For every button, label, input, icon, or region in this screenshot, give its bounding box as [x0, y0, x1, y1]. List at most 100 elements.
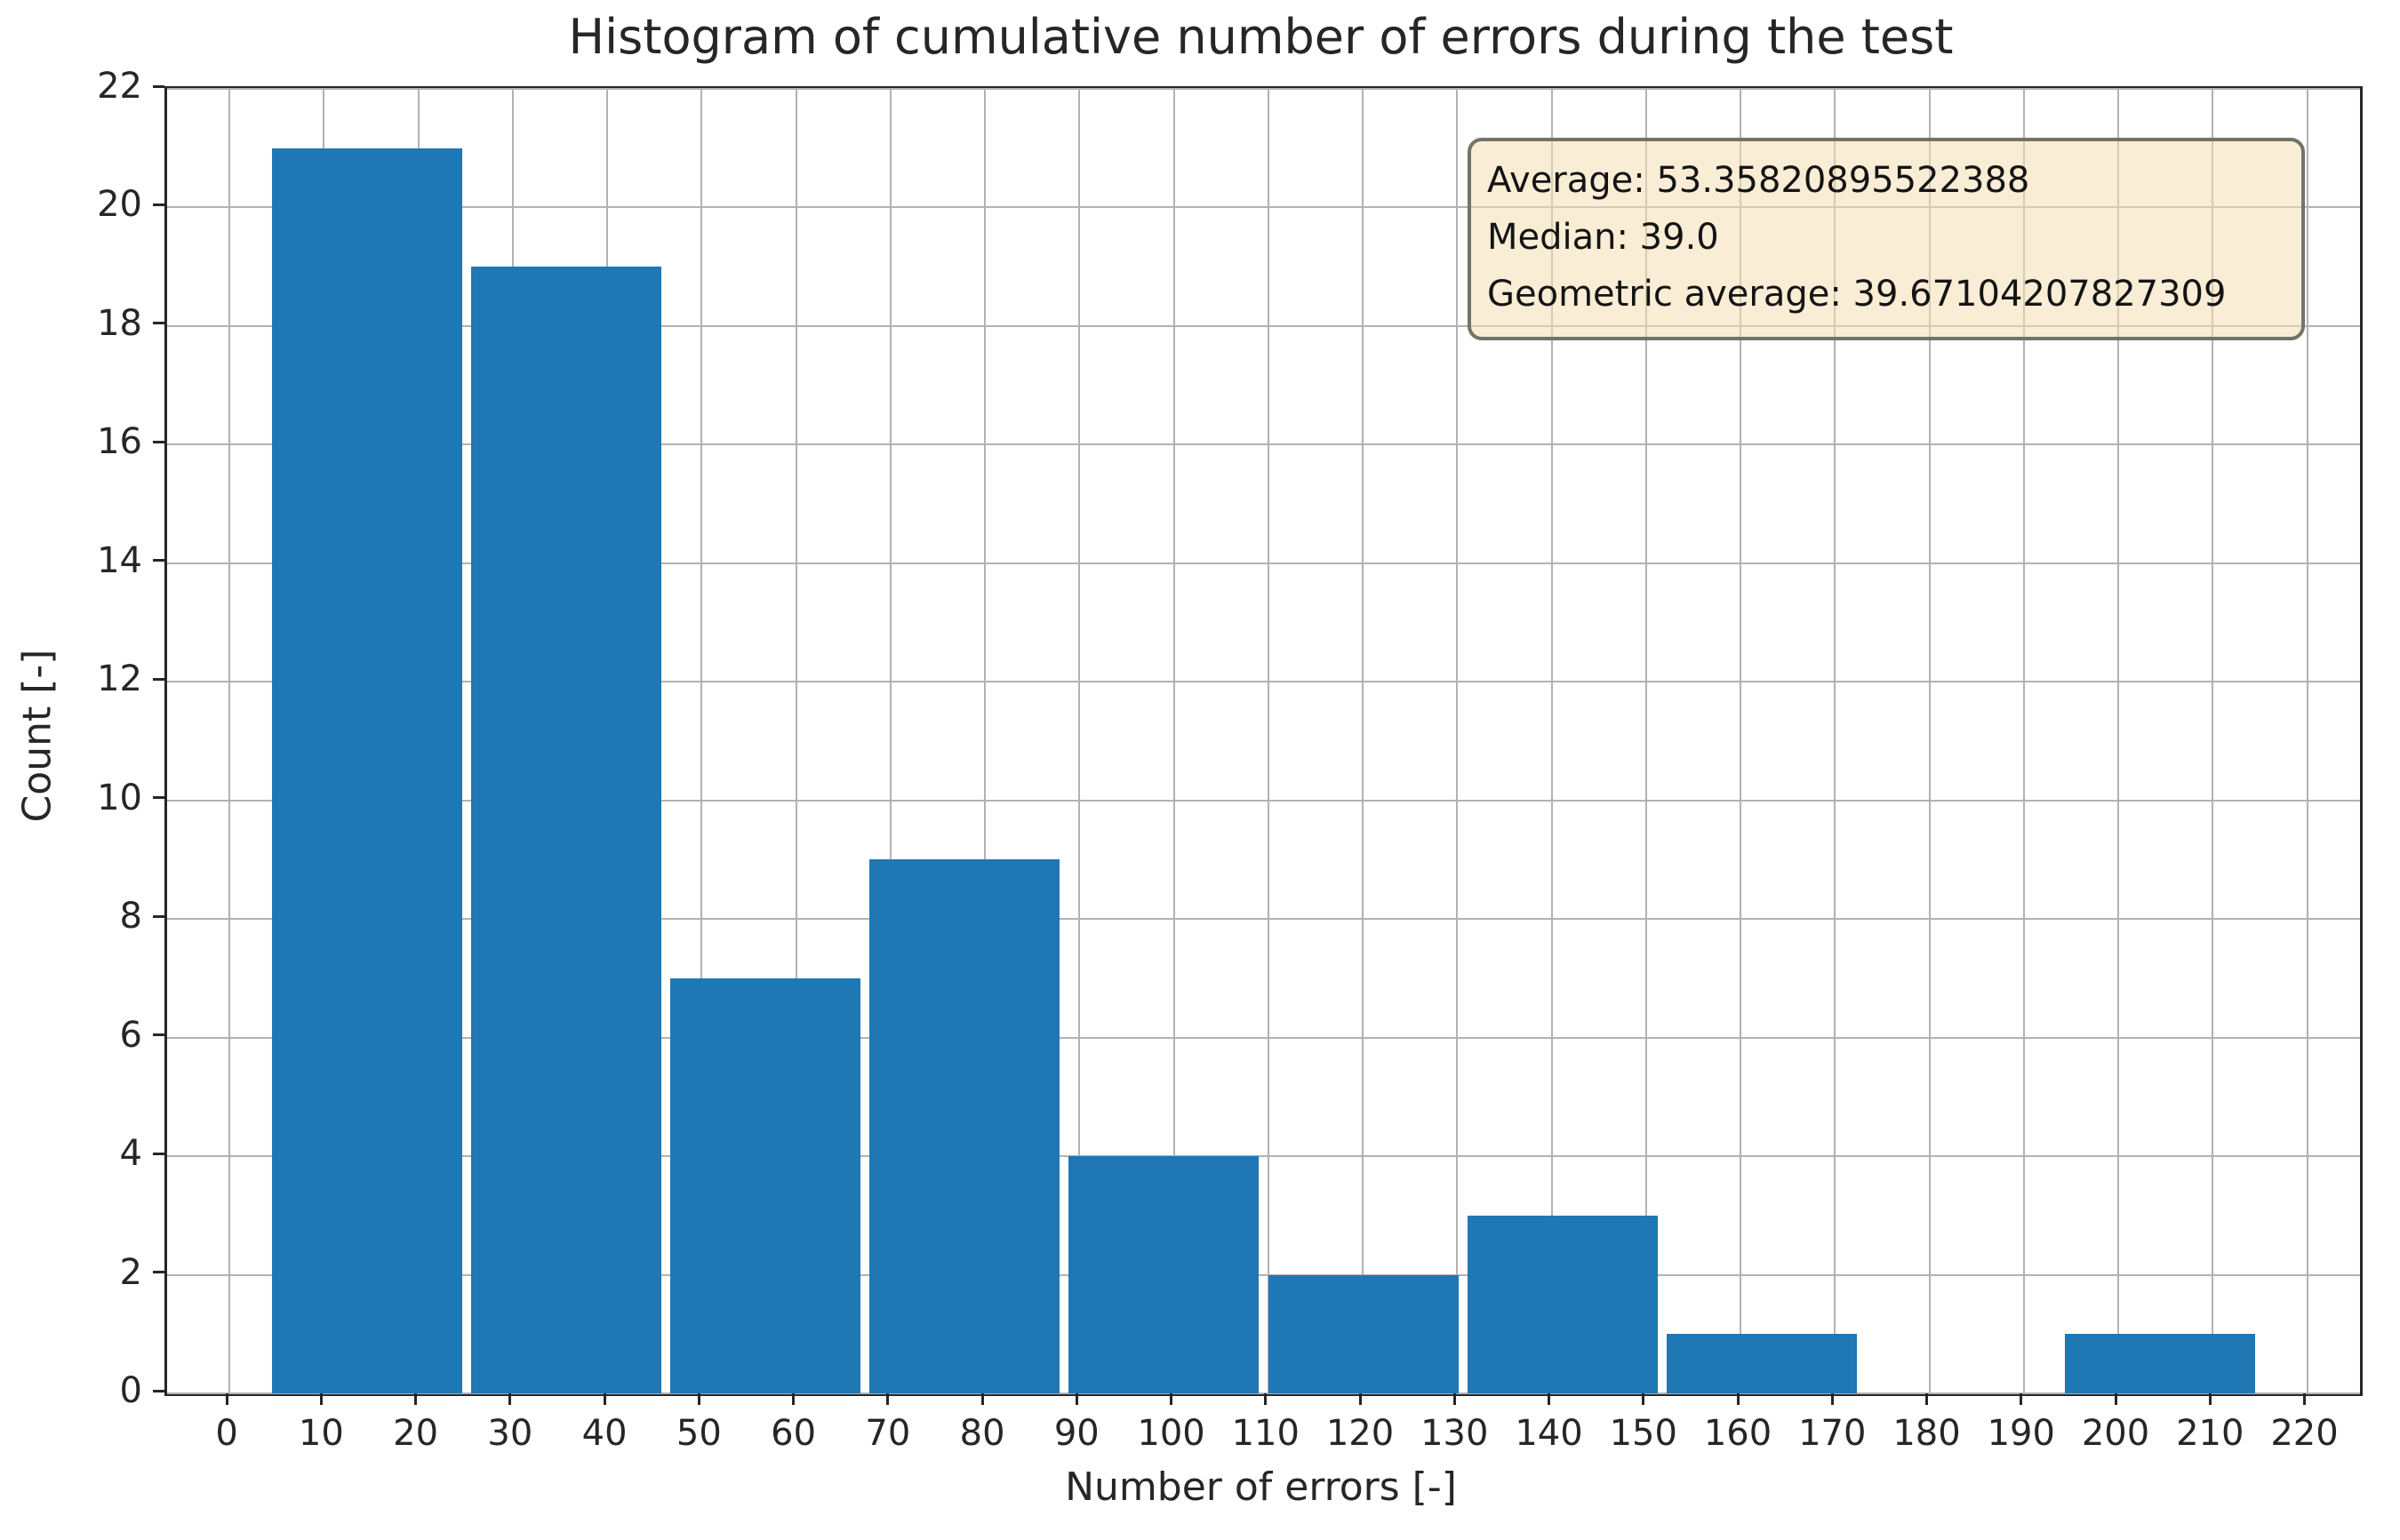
x-tick-label-60: 60 [771, 1413, 817, 1454]
x-tick-150 [1642, 1393, 1645, 1405]
x-tick-label-0: 0 [215, 1413, 238, 1454]
histogram-bar-bin-0 [271, 148, 462, 1393]
x-tick-label-80: 80 [959, 1413, 1005, 1454]
x-tick-label-120: 120 [1325, 1413, 1395, 1454]
y-tick-label-16: 16 [97, 421, 142, 463]
gridline-x-120 [1362, 89, 1364, 1393]
x-tick-100 [1170, 1393, 1173, 1405]
histogram-bar-bin-3 [869, 859, 1060, 1393]
gridline-y-12 [167, 681, 2360, 683]
y-tick-6 [153, 1033, 164, 1037]
y-tick-18 [153, 322, 164, 325]
y-tick-label-10: 10 [97, 777, 142, 818]
gridline-y-10 [167, 799, 2360, 802]
x-tick-160 [1736, 1393, 1740, 1405]
x-tick-label-170: 170 [1798, 1413, 1867, 1454]
x-tick-80 [980, 1393, 984, 1405]
y-tick-10 [153, 796, 164, 800]
x-tick-label-110: 110 [1231, 1413, 1300, 1454]
y-tick-2 [153, 1271, 164, 1274]
plot-area: Average: 53.35820895522388 Median: 39.0 … [164, 86, 2363, 1396]
gridline-y-4 [167, 1155, 2360, 1158]
gridline-x-160 [1740, 89, 1742, 1393]
gridline-x-0 [228, 89, 231, 1393]
gridline-y-0 [167, 1392, 2360, 1394]
y-tick-20 [153, 203, 164, 206]
x-tick-label-90: 90 [1053, 1413, 1100, 1454]
histogram-bar-bin-7 [1666, 1334, 1858, 1393]
histogram-bar-bin-6 [1467, 1215, 1658, 1393]
x-tick-210 [2208, 1393, 2212, 1405]
gridline-x-60 [795, 89, 797, 1393]
stats-line-average: Average: 53.35820895522388 [1487, 160, 2030, 201]
x-tick-190 [2020, 1393, 2023, 1405]
x-tick-40 [603, 1393, 606, 1405]
y-tick-0 [153, 1389, 164, 1392]
histogram-bar-bin-5 [1268, 1274, 1459, 1393]
x-tick-label-160: 160 [1703, 1413, 1772, 1454]
y-tick-label-20: 20 [97, 184, 142, 226]
x-tick-90 [1075, 1393, 1078, 1405]
gridline-x-210 [2212, 89, 2214, 1393]
gridline-y-8 [167, 918, 2360, 921]
gridline-x-140 [1550, 89, 1553, 1393]
gridline-x-80 [984, 89, 987, 1393]
histogram-bar-bin-4 [1068, 1156, 1260, 1393]
x-tick-label-130: 130 [1420, 1413, 1489, 1454]
x-tick-label-40: 40 [581, 1413, 628, 1454]
bars-layer [167, 89, 2360, 1393]
y-tick-label-0: 0 [119, 1370, 142, 1411]
x-tick-70 [886, 1393, 890, 1405]
x-tick-170 [1830, 1393, 1834, 1405]
x-tick-label-200: 200 [2081, 1413, 2150, 1454]
gridline-x-50 [700, 89, 703, 1393]
gridline-x-190 [2022, 89, 2025, 1393]
gridline-x-150 [1644, 89, 1647, 1393]
gridline-x-220 [2306, 89, 2308, 1393]
y-tick-22 [153, 84, 164, 88]
x-tick-label-150: 150 [1609, 1413, 1677, 1454]
y-tick-label-22: 22 [97, 66, 142, 107]
y-tick-8 [153, 914, 164, 918]
gridline-y-20 [167, 206, 2360, 209]
gridline-x-180 [1928, 89, 1931, 1393]
gridline-x-200 [2117, 89, 2119, 1393]
stats-line-median: Median: 39.0 [1487, 217, 1719, 258]
grid-layer [167, 88, 2360, 1394]
y-tick-16 [153, 440, 164, 443]
gridline-x-100 [1172, 89, 1175, 1393]
y-tick-4 [153, 1152, 164, 1155]
x-tick-label-50: 50 [676, 1413, 722, 1454]
x-tick-30 [508, 1393, 512, 1405]
x-axis-label: Number of errors [-] [1065, 1464, 1457, 1510]
x-tick-10 [319, 1393, 323, 1405]
x-tick-label-140: 140 [1515, 1413, 1583, 1454]
gridline-x-70 [889, 89, 892, 1393]
y-tick-label-14: 14 [97, 539, 142, 581]
gridline-x-170 [1834, 89, 1836, 1393]
y-tick-label-6: 6 [119, 1014, 142, 1056]
gridline-y-16 [167, 443, 2360, 446]
x-tick-label-100: 100 [1137, 1413, 1205, 1454]
y-tick-label-4: 4 [119, 1133, 142, 1175]
gridline-y-22 [167, 88, 2360, 90]
x-tick-0 [225, 1393, 228, 1405]
y-tick-label-12: 12 [97, 658, 142, 700]
x-tick-130 [1452, 1393, 1456, 1405]
y-tick-label-18: 18 [97, 302, 142, 344]
histogram-bar-bin-1 [470, 267, 661, 1393]
gridline-y-6 [167, 1036, 2360, 1039]
stats-box: Average: 53.35820895522388 Median: 39.0 … [1468, 138, 2305, 340]
x-tick-180 [1925, 1393, 1929, 1405]
x-tick-label-70: 70 [865, 1413, 911, 1454]
x-tick-60 [792, 1393, 796, 1405]
x-tick-50 [697, 1393, 700, 1405]
x-tick-110 [1264, 1393, 1268, 1405]
x-tick-label-210: 210 [2176, 1413, 2244, 1454]
x-tick-220 [2303, 1393, 2306, 1405]
gridline-x-110 [1267, 89, 1269, 1393]
y-tick-14 [153, 559, 164, 563]
gridline-y-14 [167, 562, 2360, 564]
x-tick-20 [414, 1393, 418, 1405]
